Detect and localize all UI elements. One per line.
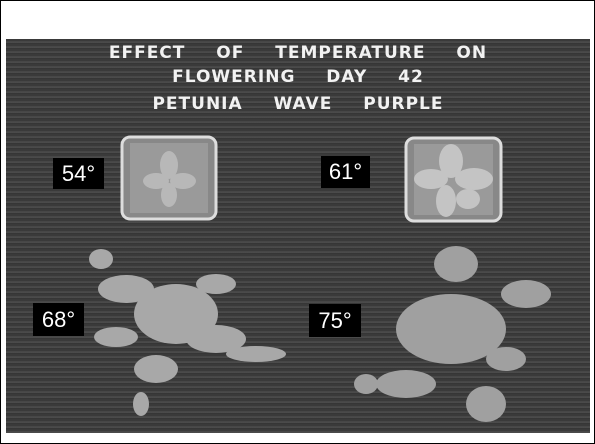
pot-right <box>404 136 503 223</box>
caption-line: PETUNIA WAVE PURPLE <box>152 94 444 114</box>
plants <box>89 135 551 422</box>
temperature-label: 68° <box>33 303 84 336</box>
plant-75 <box>354 246 551 422</box>
temperature-label: 75° <box>309 304 361 337</box>
pot-left <box>120 135 218 221</box>
caption-line: EFFECT OF TEMPERATURE ON <box>108 43 488 63</box>
plant-68 <box>89 249 286 416</box>
photo: EFFECT OF TEMPERATURE ON FLOWERING DAY 4… <box>6 39 590 433</box>
temperature-label: 54° <box>53 158 104 189</box>
caption-line: FLOWERING DAY 42 <box>172 67 424 87</box>
temperature-label: 61° <box>321 156 370 188</box>
